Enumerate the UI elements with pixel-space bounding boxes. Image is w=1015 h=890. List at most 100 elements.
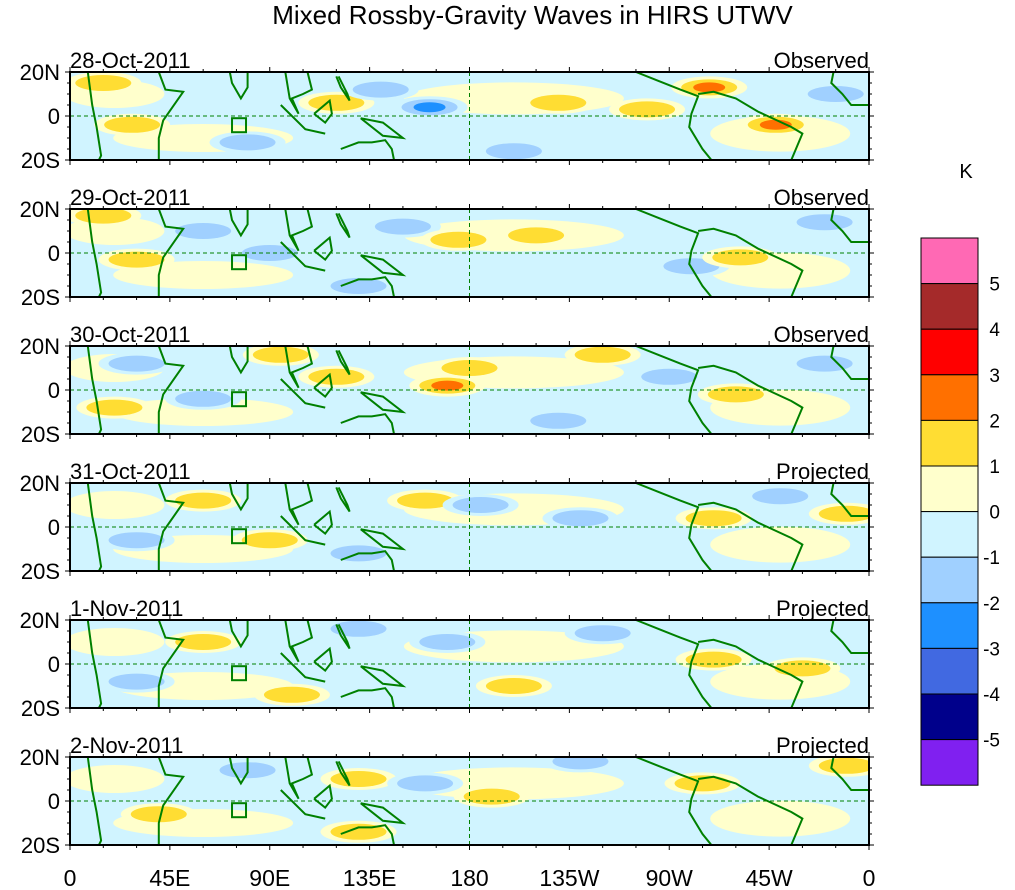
coastline: [284, 209, 314, 252]
coastline: [284, 72, 314, 115]
x-tick-label: 90W: [646, 865, 694, 890]
y-tick-label: 0: [48, 789, 60, 814]
anomaly-blob: [175, 492, 232, 509]
panel-status: Projected: [776, 459, 869, 484]
panel-date: 31-Oct-2011: [70, 459, 191, 484]
coastline: [284, 346, 314, 389]
y-tick-label: 20S: [21, 833, 60, 858]
anomaly-blob: [330, 771, 387, 787]
coastline: [335, 623, 351, 650]
colorbar-swatch: [920, 602, 979, 649]
colorbar-label: 5: [989, 275, 1000, 296]
coastline: [313, 646, 333, 673]
y-tick-label: 0: [48, 652, 60, 677]
anomaly-blob: [86, 399, 143, 416]
anomaly-blob: [485, 143, 542, 160]
anomaly-field: [70, 620, 869, 708]
colorbar-label: -5: [983, 731, 1000, 752]
coastline: [697, 775, 804, 845]
coastline: [228, 757, 249, 786]
y-tick-label: 20N: [20, 60, 60, 85]
anomaly-blob: [818, 505, 869, 522]
colorbar-swatch: [920, 237, 979, 285]
anomaly-blob: [759, 119, 792, 130]
anomaly-blob: [397, 775, 454, 792]
coastline: [157, 209, 185, 297]
colorbar-label: 1: [989, 457, 1000, 478]
anomaly-blob: [241, 532, 298, 549]
coastline: [340, 413, 395, 434]
coastline: [360, 117, 407, 140]
y-tick-label: 20N: [20, 745, 60, 770]
region-box: [231, 802, 248, 819]
anomaly-blob: [75, 75, 132, 91]
x-tick-label: 180: [450, 865, 488, 890]
coastline: [335, 212, 351, 239]
panel-date: 29-Oct-2011: [70, 185, 191, 210]
y-tick-label: 0: [48, 104, 60, 129]
anomaly-blob: [108, 532, 165, 549]
anomaly-field: [70, 209, 869, 297]
coastline: [228, 209, 249, 238]
anomaly-blob: [413, 102, 446, 113]
coastline: [157, 620, 185, 708]
anomaly-blob: [552, 510, 609, 527]
anomaly-blob: [104, 116, 161, 133]
coastline: [340, 550, 395, 571]
coastline: [157, 483, 185, 571]
coastline: [335, 349, 351, 376]
anomaly-blob: [807, 86, 864, 102]
anomaly-blob: [374, 218, 431, 235]
region-box: [231, 665, 248, 682]
coastline: [360, 665, 407, 688]
panel-6: 20N 0 20S 2-Nov-2011 Projected: [20, 733, 874, 858]
y-tick-label: 0: [48, 241, 60, 266]
anomaly-blob: [419, 634, 476, 650]
coastline: [635, 346, 713, 434]
coastline: [313, 783, 333, 810]
colorbar-swatch: [920, 419, 979, 467]
coastline: [313, 372, 333, 399]
coastline: [830, 72, 869, 106]
coastline: [280, 652, 326, 683]
x-tick-label: 135W: [539, 865, 599, 890]
anomaly-blob: [175, 223, 232, 239]
anomaly-blob: [530, 412, 587, 429]
x-tick-label: 45E: [149, 865, 190, 890]
anomaly-blob: [685, 651, 742, 668]
anomaly-blob: [130, 806, 187, 823]
coastline: [228, 346, 249, 375]
y-tick-label: 20N: [20, 608, 60, 633]
coastline: [284, 483, 314, 526]
coastline: [313, 509, 333, 536]
coastline: [86, 483, 103, 571]
coastline: [340, 824, 395, 845]
coastline: [228, 483, 249, 512]
anomaly-blob: [452, 497, 509, 513]
panel-date: 30-Oct-2011: [70, 322, 191, 347]
coastline: [86, 346, 103, 434]
colorbar-swatch: [920, 328, 979, 376]
anomaly-blob: [641, 368, 698, 385]
coastline: [157, 757, 185, 845]
colorbar-label: 0: [989, 503, 1000, 524]
anomaly-blob: [352, 81, 409, 98]
coastline: [830, 620, 869, 654]
coastline: [280, 104, 326, 135]
colorbar-label: -1: [983, 548, 1000, 569]
x-tick-label: 0: [64, 865, 77, 890]
anomaly-blob: [330, 278, 387, 294]
coastline: [86, 209, 103, 297]
region-box: [231, 117, 248, 134]
coastline: [86, 757, 103, 845]
y-tick-label: 20S: [21, 696, 60, 721]
colorbar-swatch: [920, 739, 979, 786]
anomaly-blob: [552, 757, 609, 770]
coastline: [284, 620, 314, 663]
y-tick-label: 20N: [20, 471, 60, 496]
panel-4: 20N 0 20S 31-Oct-2011 Projected: [20, 459, 874, 584]
y-tick-label: 0: [48, 378, 60, 403]
panel-2: 20N 0 20S 29-Oct-2011 Observed: [20, 185, 874, 310]
colorbar-label: 3: [989, 366, 1000, 387]
anomaly-blob: [108, 251, 165, 268]
